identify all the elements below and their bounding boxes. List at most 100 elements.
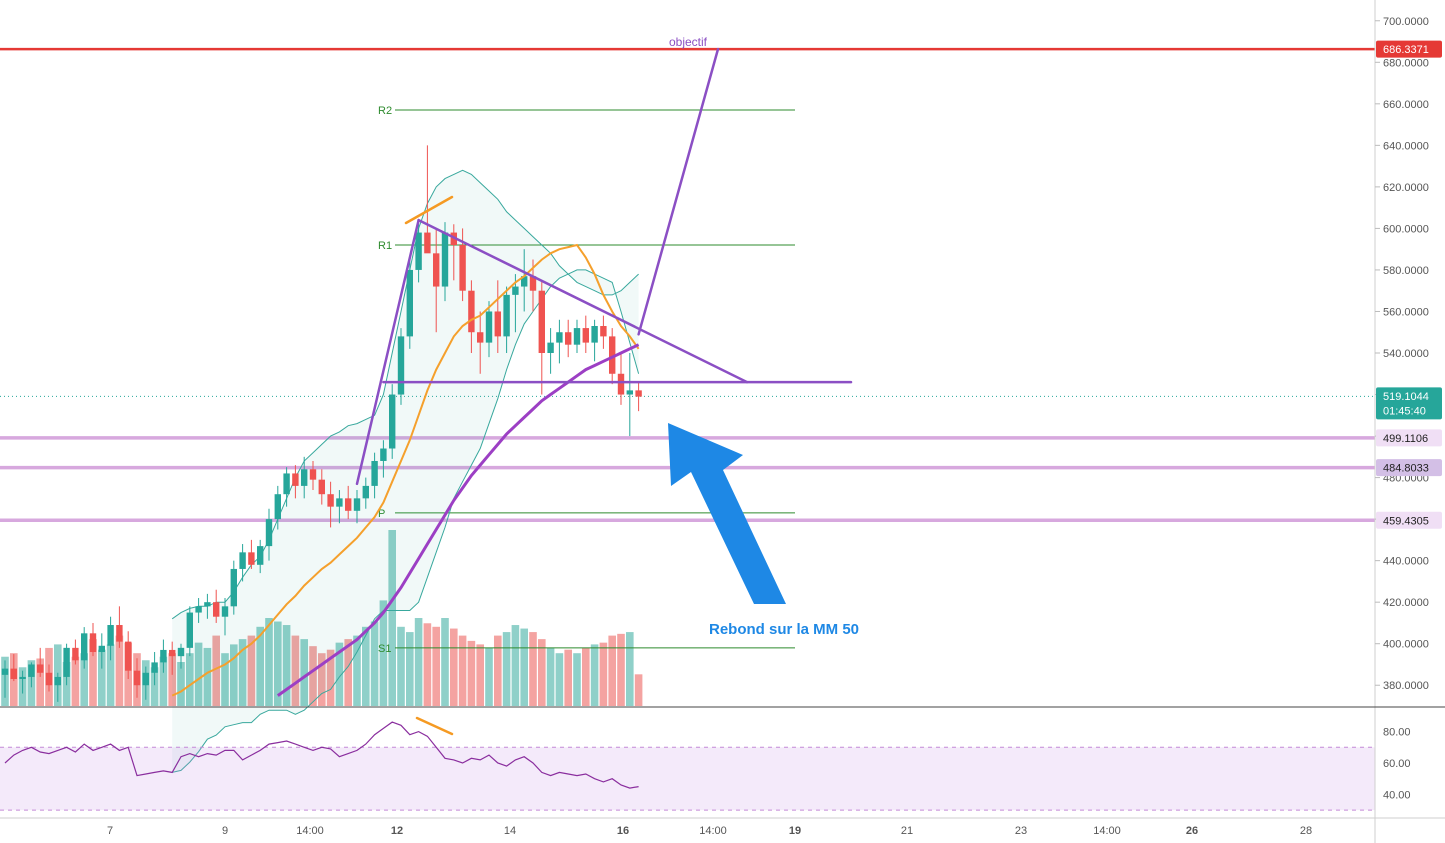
candle-body [433,253,440,287]
volume-bar [282,625,291,706]
candle-body [230,568,237,607]
candle-body [573,328,581,345]
ma20-line [171,243,640,697]
price-tick-label: 380.0000 [1383,680,1429,692]
candle-body [98,645,105,653]
volume-bar [617,633,625,706]
candle-body [10,668,17,680]
candle-body [283,473,290,495]
candle-body [169,649,176,657]
price-tag-bg [1376,429,1442,447]
volume-bar [511,625,520,706]
volume-bar [265,618,273,706]
time-tick-label: 7 [107,825,113,837]
pivot-label: R2 [378,105,392,117]
volume-bar [529,632,537,706]
descending-trendline [417,218,749,384]
volume-bar [344,639,352,706]
price-tick-label: 560.0000 [1383,306,1429,318]
volume-bar [485,647,493,706]
candle-body [397,336,405,395]
candle-body [591,326,598,343]
candle-body [415,232,422,270]
price-tick-label: 400.0000 [1383,639,1429,651]
candle-body [125,641,132,671]
time-tick-label: 9 [222,825,228,837]
volume-bar [626,632,634,706]
candle-body [380,448,387,461]
candle-body [160,649,167,663]
volume-bar [608,635,616,706]
volume-bar [441,618,449,706]
time-axis: 7 9 14:00 12 14 16 14:00 19 21 23 14:00 26 28 [107,825,1312,837]
price-tag-value: 499.1106 [1383,433,1428,445]
candle-body [301,469,308,486]
volume-bar [370,621,379,706]
candle-body [441,232,449,287]
candles [1,145,642,702]
candle-body [424,232,431,254]
volume-bar [362,626,370,706]
candle-body [28,664,35,677]
volume-bar [634,674,643,706]
candle-body [195,606,202,613]
candle-body [538,290,545,353]
volume-bar [397,626,405,706]
candle-body [345,498,352,511]
volume-bar [520,628,528,706]
price-tick-label: 440.0000 [1383,556,1429,568]
candle-body [116,625,123,642]
ma50-line [276,343,640,697]
volume-bar [115,635,124,706]
candle-body [626,390,633,395]
candle-body [371,460,378,486]
candle-body [494,311,501,337]
candle-body [45,672,53,686]
volume-bar [406,632,414,706]
rsi-tick-label: 80.00 [1383,727,1411,739]
candle-body [582,328,589,343]
candle-body [63,647,70,677]
candle-body [257,546,264,565]
volume-bar [573,653,581,706]
candle-body [485,311,493,343]
time-tick-label: 14:00 [1093,825,1121,837]
volume-bar [291,635,300,706]
price-tags: 686.3371 519.1044 01:45:40 499.1106 484.8033… [1376,40,1442,529]
candle-body [292,473,299,486]
volume-bar [502,632,511,706]
candle-body [204,602,211,607]
price-tag-value: 686.3371 [1383,44,1429,56]
time-tick-label: 16 [617,825,629,837]
price-tick-label: 680.0000 [1383,57,1429,69]
volume-bar [388,530,396,706]
bollinger-upper-line [171,169,639,620]
volume-bar [379,600,388,706]
volume-bar [335,642,344,706]
candle-body [89,633,97,653]
candle-body [248,552,255,565]
bollinger-lower-line [172,269,640,773]
candle-body [133,670,141,686]
price-tick-label: 540.0000 [1383,348,1429,360]
volume-bar [274,621,282,706]
volume-bar [36,658,44,706]
candle-body [177,647,185,657]
rsi-line [4,721,639,789]
rsi-tick-label: 60.00 [1383,758,1411,770]
volume-bar [150,667,159,706]
pivot-label: S1 [378,643,391,655]
volume-bar [309,646,317,706]
volume-bar [256,626,264,706]
volume-bar [326,649,335,706]
volume-bar [221,653,229,706]
candle-body [477,332,484,343]
time-tick-label: 21 [901,825,913,837]
time-tick-label: 14:00 [296,825,324,837]
price-divergence-line [404,195,454,225]
volume-bar [318,653,326,706]
price-tag-bg [1376,459,1442,477]
candle-body [609,336,616,374]
